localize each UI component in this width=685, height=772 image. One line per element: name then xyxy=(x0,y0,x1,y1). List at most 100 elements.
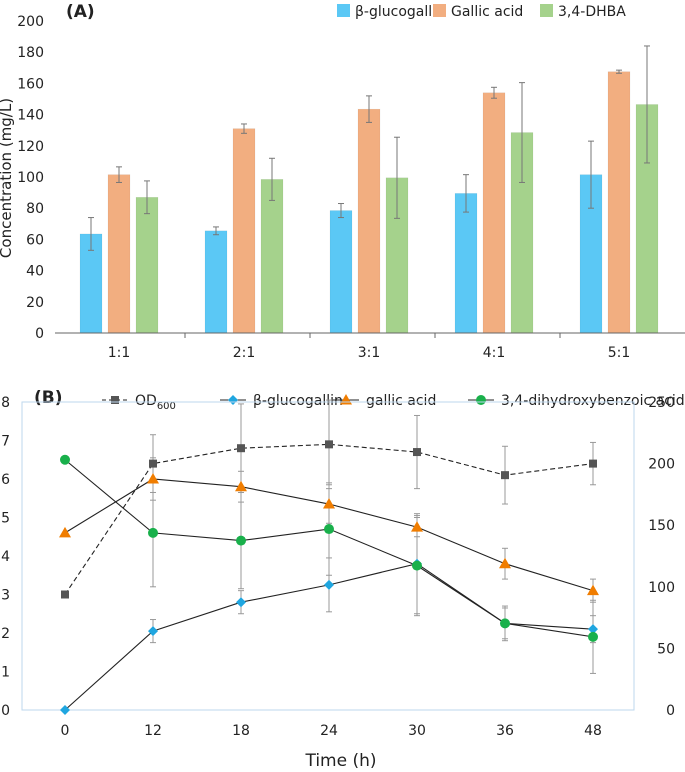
y-tick-label: 160 xyxy=(17,76,44,92)
legend-label-3-4-dihydroxybenzoic-acid: 3,4-dihydroxybenzoic acid xyxy=(501,393,685,409)
x-tick-label: 30 xyxy=(408,723,426,739)
panel-a-ylabel: Concentration (mg/L) xyxy=(0,98,15,258)
point-3-4-dihydroxybenzoic-acid-t18 xyxy=(236,535,246,546)
legend-label-gallic-acid: gallic acid xyxy=(366,393,436,409)
x-tick-label: 48 xyxy=(584,723,602,739)
point-3-4-dihydroxybenzoic-acid-t48 xyxy=(588,631,598,642)
y-right-tick-label: 200 xyxy=(648,457,675,473)
y-left-tick-label: 3 xyxy=(1,588,10,604)
x-tick-label: 4:1 xyxy=(483,345,506,361)
x-tick-label: 12 xyxy=(144,723,162,739)
panel-b-label: (B) xyxy=(34,388,63,408)
legend-swatch-3-4-dhba xyxy=(540,4,553,17)
legend-label-3-4-dhba: 3,4-DHBA xyxy=(558,4,626,20)
y-tick-label: 120 xyxy=(17,139,44,155)
point-3-4-dihydroxybenzoic-acid-t24 xyxy=(324,524,334,535)
bar-3-4-dhba-1-1 xyxy=(135,197,159,334)
point-glucogallin-t48 xyxy=(588,624,598,635)
panel-a-bars xyxy=(79,45,659,334)
point-od-t24 xyxy=(325,440,333,449)
point-gallic-acid-t0 xyxy=(59,526,71,538)
panel-a-y-axis: 0 20 40 60 80 100 120 140 160 180 200 xyxy=(17,14,44,342)
y-left-tick-label: 8 xyxy=(1,395,10,411)
y-right-tick-label: 50 xyxy=(657,641,675,657)
y-tick-label: 80 xyxy=(26,201,44,217)
y-left-tick-label: 0 xyxy=(1,703,10,719)
point-3-4-dihydroxybenzoic-acid-t30 xyxy=(412,560,422,571)
bar-gallic-acid-5-1 xyxy=(607,71,631,334)
bar-gallic-acid-2-1 xyxy=(232,128,256,334)
y-right-tick-label: 100 xyxy=(648,580,675,596)
y-tick-label: 0 xyxy=(35,326,44,342)
y-left-tick-label: 1 xyxy=(1,665,10,681)
x-tick-label: 24 xyxy=(320,723,338,739)
x-tick-label: 0 xyxy=(61,723,70,739)
panel-a-x-axis: 1:1 2:1 3:1 4:1 5:1 xyxy=(108,333,631,361)
point-od-t36 xyxy=(501,471,509,480)
panel-a-label: (A) xyxy=(66,2,95,22)
legend-marker-glucogallin xyxy=(228,395,238,405)
y-tick-label: 40 xyxy=(26,264,44,280)
legend-label-gallic-acid: Gallic acid xyxy=(451,4,523,20)
point-3-4-dihydroxybenzoic-acid-t36 xyxy=(500,618,510,629)
point-glucogallin-t12 xyxy=(148,626,158,637)
x-tick-label: 18 xyxy=(232,723,250,739)
bar-gallic-acid-4-1 xyxy=(482,92,506,334)
point-gallic-acid-t24 xyxy=(323,498,335,509)
point-glucogallin-t18 xyxy=(236,597,246,608)
y-left-tick-label: 5 xyxy=(1,511,10,527)
point-gallic-acid-t48 xyxy=(587,584,599,596)
y-left-tick-label: 2 xyxy=(1,626,10,642)
bar-glucogallin-4-1 xyxy=(454,193,478,334)
panel-b-y-axis-left: 0 1 2 3 4 5 6 7 8 xyxy=(1,395,10,719)
panel-b-xlabel: Time (h) xyxy=(304,751,376,771)
bar-glucogallin-2-1 xyxy=(204,230,228,334)
point-od-t48 xyxy=(589,459,597,468)
bar-3-4-dhba-2-1 xyxy=(260,179,284,334)
y-left-tick-label: 6 xyxy=(1,472,10,488)
point-gallic-acid-t12 xyxy=(147,473,159,484)
y-right-tick-label: 150 xyxy=(648,518,675,534)
legend-label-subscript: 600 xyxy=(157,401,176,412)
y-right-tick-label: 250 xyxy=(648,395,675,411)
y-tick-label: 180 xyxy=(17,45,44,61)
legend-swatch-gallic-acid xyxy=(433,4,446,17)
point-od-t18 xyxy=(237,444,245,453)
y-tick-label: 100 xyxy=(17,170,44,186)
bar-gallic-acid-3-1 xyxy=(357,108,381,334)
point-od-t12 xyxy=(149,459,157,468)
legend-label-glucogallin: β-glucogallin xyxy=(355,4,445,20)
panel-b-series xyxy=(59,399,599,715)
y-tick-label: 140 xyxy=(17,108,44,124)
point-glucogallin-t24 xyxy=(324,579,334,590)
y-tick-label: 200 xyxy=(17,14,44,30)
legend-marker-od xyxy=(111,396,119,404)
x-tick-label: 3:1 xyxy=(358,345,381,361)
panel-a-legend: β-glucogallin Gallic acid 3,4-DHBA xyxy=(337,4,626,20)
point-od-t0 xyxy=(61,590,69,599)
y-right-tick-label: 0 xyxy=(666,703,675,719)
panel-b-y-axis-right: 0 50 100 150 200 250 xyxy=(648,395,675,719)
legend-swatch-glucogallin xyxy=(337,4,350,17)
legend-marker-3-4-dihydroxybenzoic-acid xyxy=(476,395,486,405)
x-tick-label: 5:1 xyxy=(608,345,631,361)
panel-b-line-chart: (B) OD600 β-glucogallin gallic acid 3,4-dih… xyxy=(1,388,685,771)
y-left-tick-label: 4 xyxy=(1,549,10,565)
x-tick-label: 2:1 xyxy=(233,345,256,361)
point-3-4-dihydroxybenzoic-acid-t0 xyxy=(60,454,70,465)
y-tick-label: 20 xyxy=(26,295,44,311)
bar-gallic-acid-1-1 xyxy=(107,174,131,334)
panel-b-plot-frame xyxy=(21,401,635,711)
legend-label-glucogallin: β-glucogallin xyxy=(253,393,343,409)
panel-b-x-axis: 0 12 18 24 30 36 48 xyxy=(61,723,602,739)
point-gallic-acid-t30 xyxy=(411,521,423,532)
point-gallic-acid-t36 xyxy=(499,557,511,569)
point-od-t30 xyxy=(413,448,421,457)
bar-glucogallin-3-1 xyxy=(329,210,353,334)
y-tick-label: 60 xyxy=(26,232,44,248)
x-tick-label: 1:1 xyxy=(108,345,131,361)
x-tick-label: 36 xyxy=(496,723,514,739)
panel-a-bar-chart: (A) Concentration (mg/L) β-glucogallin Ga… xyxy=(0,2,685,361)
point-glucogallin-t0 xyxy=(60,705,70,715)
